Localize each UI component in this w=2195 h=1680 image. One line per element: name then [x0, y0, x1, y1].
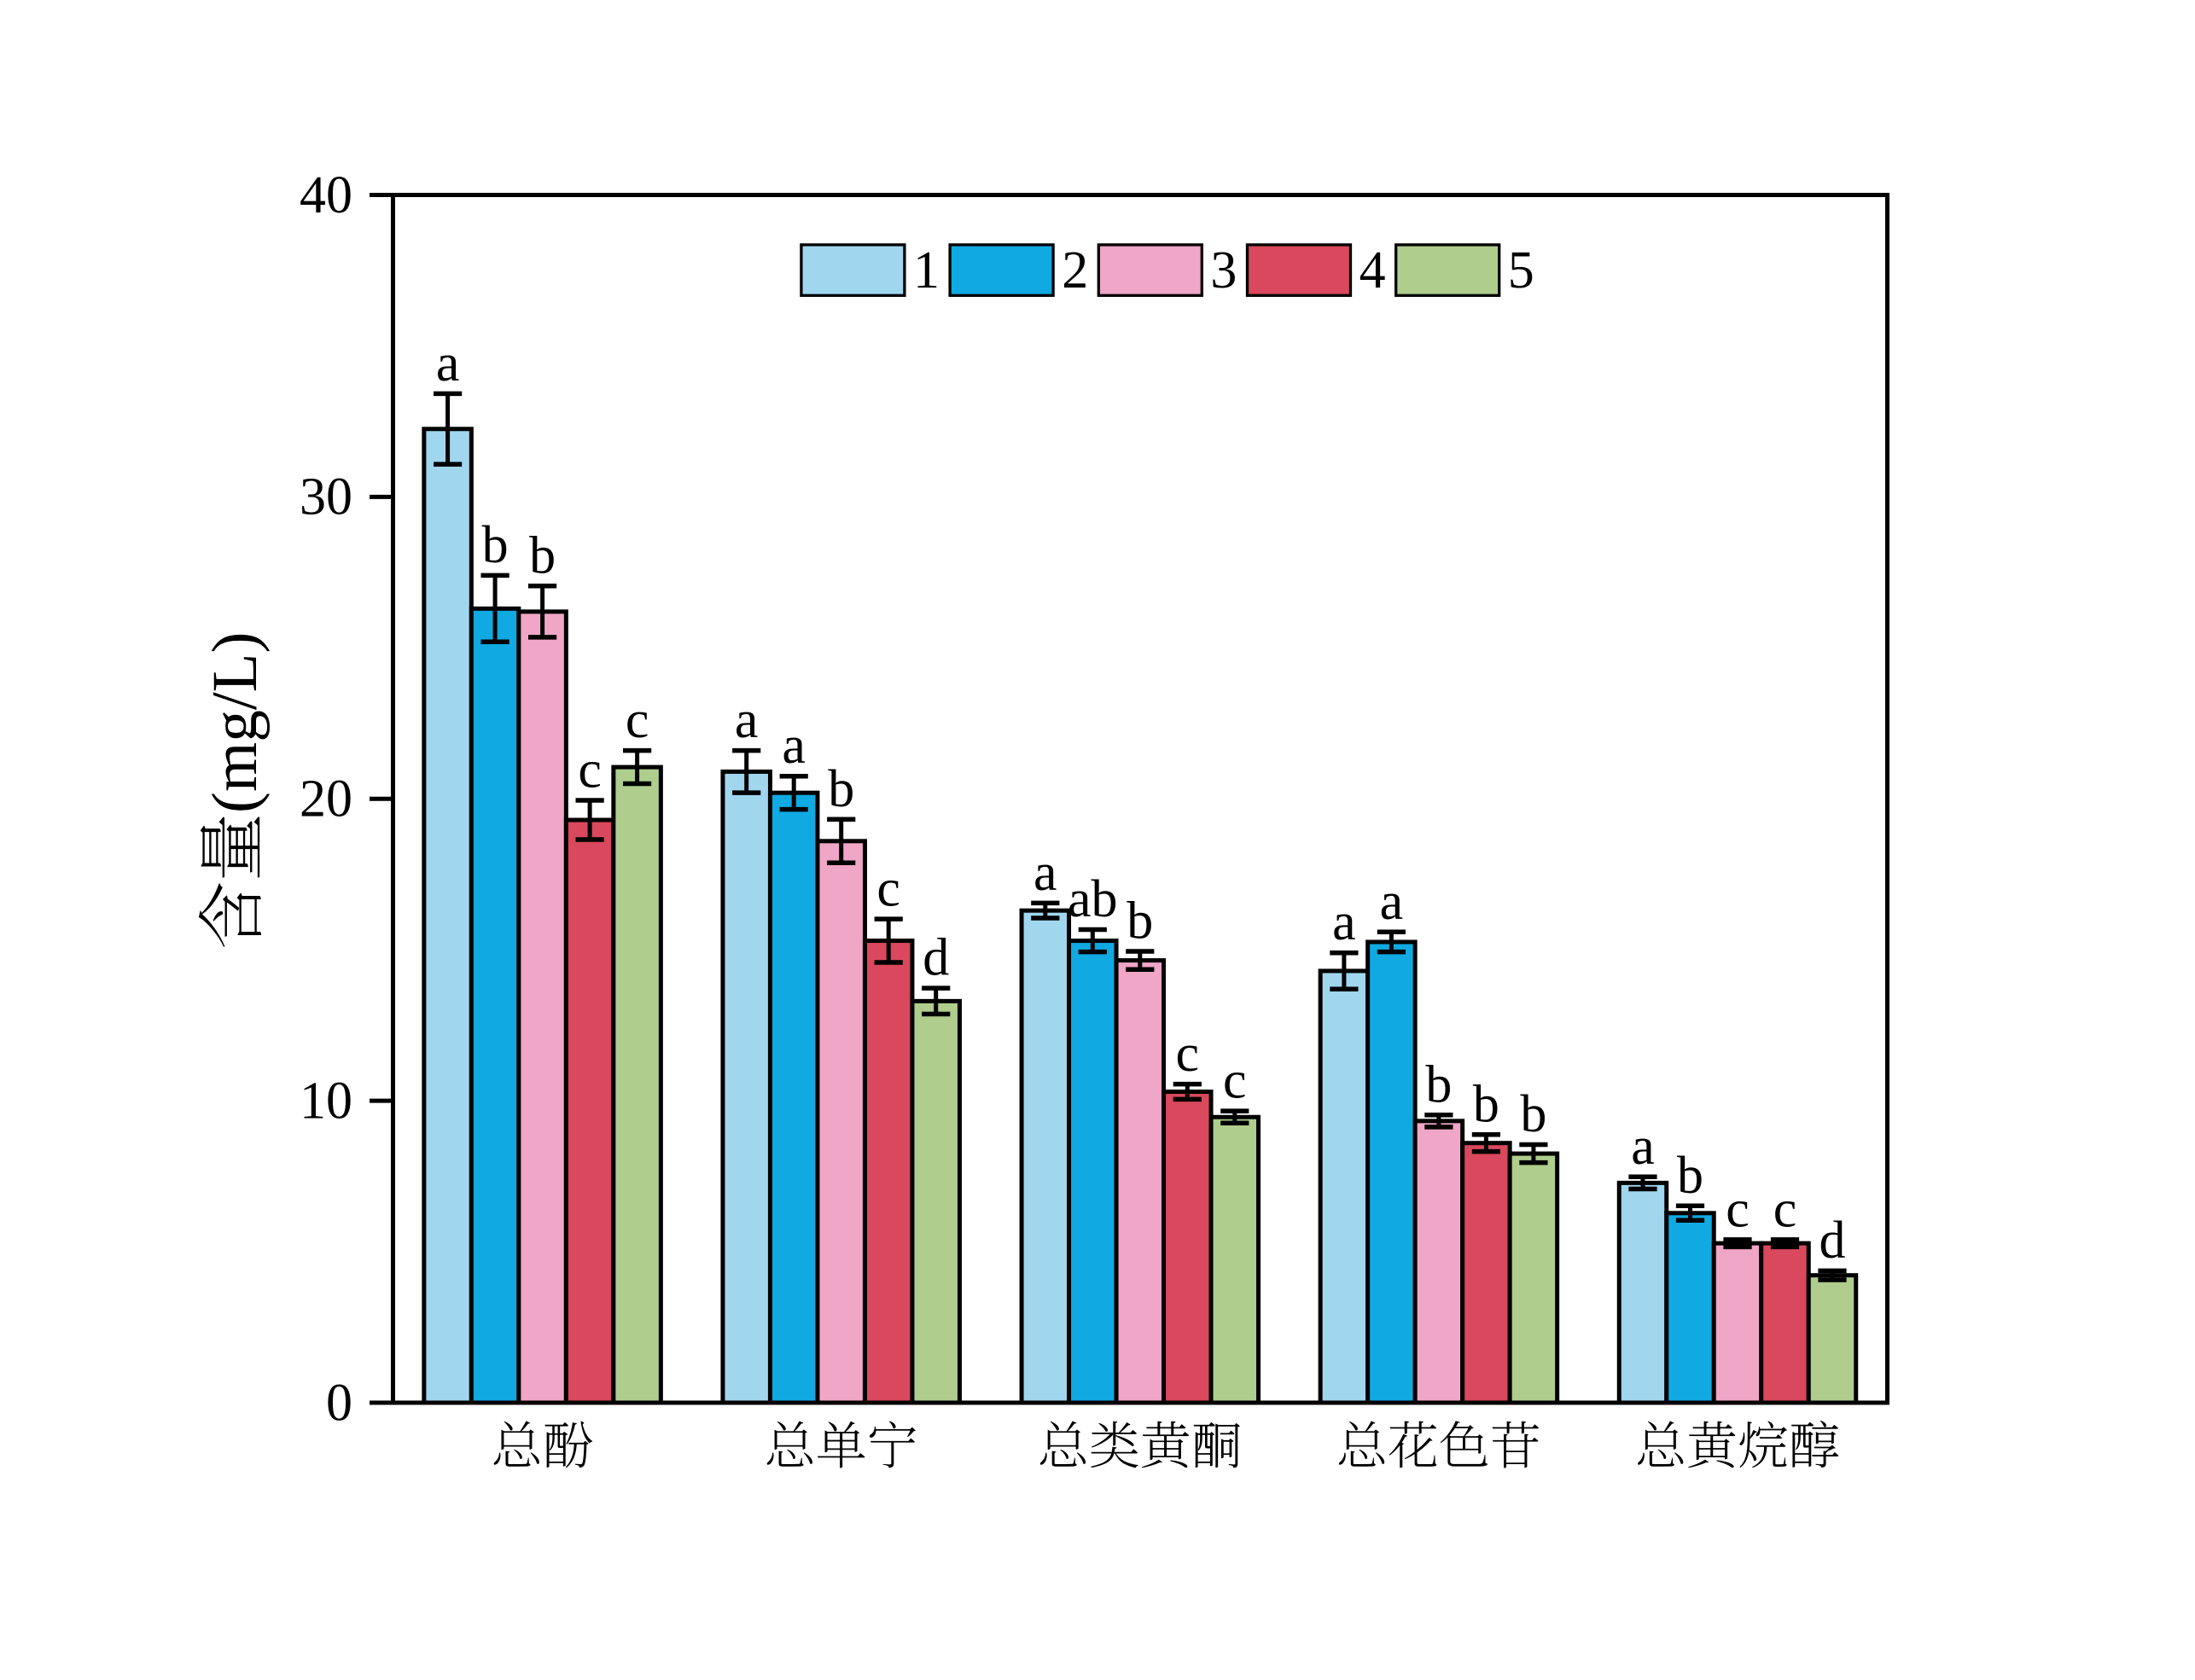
svg-text:b: b	[482, 516, 509, 574]
svg-text:c: c	[1176, 1025, 1200, 1083]
svg-text:30: 30	[300, 468, 352, 526]
svg-text:b: b	[1425, 1055, 1452, 1113]
svg-text:a: a	[1631, 1118, 1655, 1176]
svg-text:b: b	[1473, 1075, 1499, 1133]
svg-text:0: 0	[326, 1374, 352, 1432]
svg-text:a: a	[1380, 873, 1404, 931]
svg-text:b: b	[529, 526, 556, 584]
svg-text:a: a	[1033, 844, 1057, 902]
svg-text:c: c	[1223, 1052, 1247, 1110]
svg-text:d: d	[1819, 1212, 1846, 1270]
svg-text:a: a	[1332, 893, 1356, 951]
svg-text:d: d	[923, 929, 949, 987]
svg-text:a: a	[436, 334, 460, 392]
svg-text:20: 20	[300, 770, 352, 828]
svg-text:(mg/L): (mg/L)	[200, 632, 271, 813]
svg-text:2: 2	[1062, 241, 1088, 299]
svg-text:a: a	[782, 717, 806, 775]
svg-text:c: c	[626, 691, 649, 749]
svg-text:b: b	[1127, 892, 1153, 950]
svg-text:ab: ab	[1068, 870, 1118, 928]
svg-text:3: 3	[1210, 241, 1237, 299]
svg-text:b: b	[828, 760, 854, 818]
svg-text:c: c	[1726, 1180, 1750, 1238]
svg-text:c: c	[578, 741, 602, 799]
svg-text:b: b	[1520, 1085, 1546, 1143]
svg-text:a: a	[735, 691, 759, 749]
svg-text:10: 10	[300, 1072, 352, 1130]
svg-text:4: 4	[1360, 241, 1386, 299]
svg-text:5: 5	[1508, 241, 1534, 299]
svg-text:c: c	[1773, 1180, 1797, 1238]
svg-text:1: 1	[913, 241, 940, 299]
svg-text:40: 40	[300, 166, 352, 224]
svg-text:c: c	[876, 860, 900, 918]
svg-text:b: b	[1677, 1147, 1703, 1205]
